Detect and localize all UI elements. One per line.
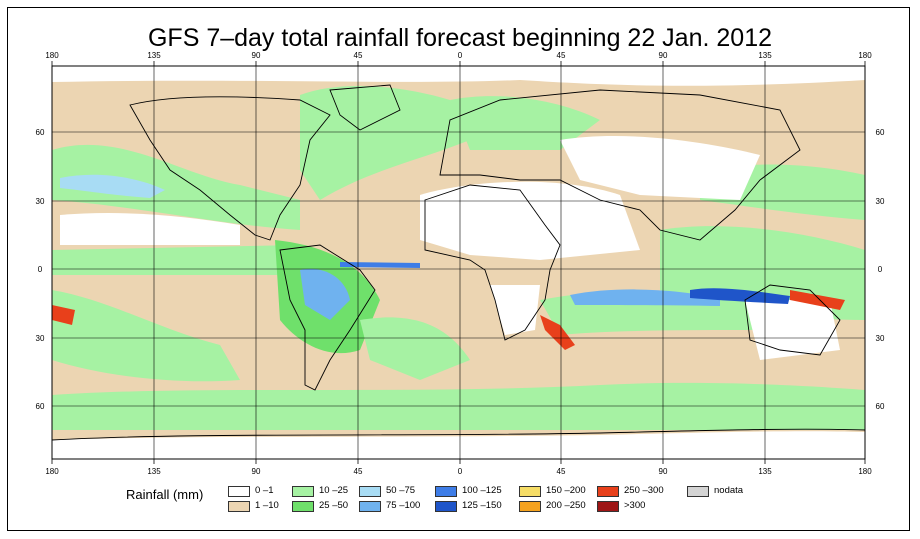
legend-swatch [435, 501, 457, 512]
legend-swatch [292, 501, 314, 512]
rain-band-south-atlantic [360, 317, 470, 380]
coast-africa [424, 184, 561, 341]
lat-label-left: 60 [36, 402, 45, 411]
dry-australia [745, 300, 840, 360]
dry-asia [560, 135, 760, 200]
lat-label-right: 0 [878, 265, 883, 274]
lon-label-bottom: 135 [147, 467, 161, 476]
lon-label-bottom: 180 [858, 467, 872, 476]
rain-band-north-atlantic [300, 85, 470, 200]
legend-swatch [228, 501, 250, 512]
lon-label-top: 45 [557, 51, 566, 60]
map-border [51, 65, 866, 460]
coast-antarctica [52, 428, 865, 441]
legend-label: 0 –1 [255, 485, 274, 496]
lon-label-bottom: 90 [659, 467, 668, 476]
legend-swatch [359, 501, 381, 512]
rain-band-europe [450, 96, 600, 150]
rain-patch-amazon [300, 268, 350, 320]
lon-label-top: 0 [458, 51, 463, 60]
legend-label: 50 –75 [386, 485, 416, 496]
rain-heavy-south-pacific [790, 290, 845, 310]
lat-label-right: 60 [876, 402, 885, 411]
lat-label-right: 30 [876, 197, 885, 206]
rainfall-field [52, 66, 865, 459]
lon-label-top: 180 [45, 51, 59, 60]
tick-marks [51, 61, 866, 464]
coast-greenland [329, 84, 401, 131]
lon-label-top: 90 [659, 51, 668, 60]
rain-heavy-mozambique [540, 315, 575, 350]
rain-band-southern-ocean [52, 382, 865, 430]
lon-label-bottom: 45 [557, 467, 566, 476]
legend-swatch [359, 486, 381, 497]
legend-label: 125 –150 [462, 500, 502, 511]
rain-band-north-pacific [52, 144, 300, 230]
legend-swatch [687, 486, 709, 497]
lat-label-left: 30 [36, 334, 45, 343]
rain-band-itcz-pacific [52, 245, 300, 275]
coastlines [52, 84, 865, 441]
dry-sahara [420, 181, 640, 260]
legend-label: >300 [624, 500, 646, 511]
legend-label: 1 –10 [255, 500, 279, 511]
rain-heavy-west-pacific [52, 305, 75, 325]
figure-frame [7, 7, 910, 531]
lon-label-bottom: 45 [354, 467, 363, 476]
lat-label-right: 60 [876, 128, 885, 137]
lat-label-left: 30 [36, 197, 45, 206]
rain-patch-north-pacific [60, 174, 165, 198]
rain-patch-indian-ocean [570, 289, 720, 306]
lon-label-bottom: 0 [458, 467, 463, 476]
lon-label-top: 180 [858, 51, 872, 60]
coast-south-america [279, 244, 376, 391]
rain-heavy-itcz-atlantic [340, 262, 420, 268]
legend-swatch [228, 486, 250, 497]
legend-swatch [519, 486, 541, 497]
map-title: GFS 7–day total rainfall forecast beginn… [147, 24, 772, 52]
legend-swatch [292, 486, 314, 497]
lon-label-top: 135 [758, 51, 772, 60]
legend-swatch [435, 486, 457, 497]
lat-label-right: 30 [876, 334, 885, 343]
lon-label-top: 45 [354, 51, 363, 60]
legend-swatch [519, 501, 541, 512]
legend-label: 10 –25 [319, 485, 349, 496]
lon-label-bottom: 180 [45, 467, 59, 476]
dry-antarctica [52, 431, 865, 459]
coast-north-america [129, 96, 331, 241]
lat-label-left: 0 [38, 265, 43, 274]
legend-swatch [597, 486, 619, 497]
graticule [52, 66, 865, 459]
lon-label-top: 135 [147, 51, 161, 60]
legend-title: Rainfall (mm) [126, 487, 204, 502]
dry-southern-africa [490, 285, 540, 335]
legend-label: 100 –125 [462, 485, 502, 496]
legend-label: 75 –100 [386, 500, 421, 511]
legend-label: 250 –300 [624, 485, 664, 496]
lon-label-top: 90 [252, 51, 261, 60]
legend-label: 25 –50 [319, 500, 349, 511]
legend-label: 200 –250 [546, 500, 586, 511]
rain-band-south-pacific [52, 290, 240, 382]
dry-east-pacific [60, 213, 240, 245]
legend-label: nodata [714, 485, 744, 496]
lon-label-bottom: 135 [758, 467, 772, 476]
lat-label-left: 60 [36, 128, 45, 137]
legend-label: 150 –200 [546, 485, 586, 496]
coast-eurasia [439, 89, 801, 241]
coast-australia [744, 284, 841, 356]
lon-label-bottom: 90 [252, 467, 261, 476]
legend-swatch [597, 501, 619, 512]
dry-arctic [52, 66, 865, 86]
